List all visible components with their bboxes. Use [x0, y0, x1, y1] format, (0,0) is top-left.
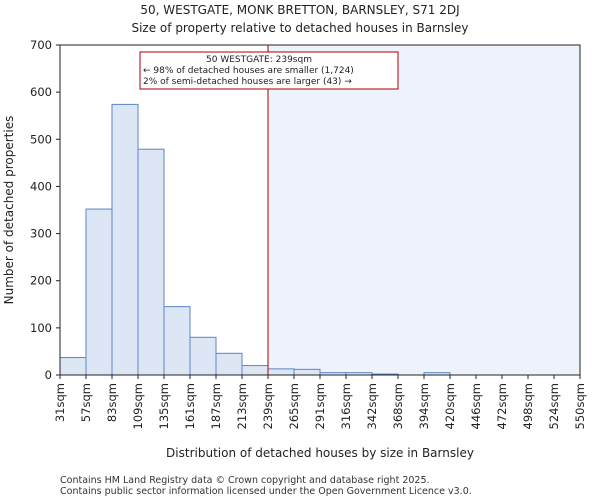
bar-265sqm — [293, 368, 321, 376]
footer-line-2: Contains public sector information licen… — [60, 486, 472, 497]
x-axis-label: Distribution of detached houses by size … — [166, 446, 474, 460]
bar-83sqm — [111, 103, 139, 376]
x-tick-label-498sqm: 498sqm — [521, 383, 535, 429]
x-tick-label-187sqm: 187sqm — [209, 383, 223, 429]
chart-subtitle: Size of property relative to detached ho… — [131, 21, 468, 35]
x-tick-label-550sqm: 550sqm — [573, 383, 587, 429]
x-tick-label-265sqm: 265sqm — [287, 383, 301, 429]
bar-213sqm — [241, 365, 269, 376]
bar-239sqm — [267, 368, 295, 376]
annotation-line-2: ← 98% of detached houses are smaller (1,… — [143, 66, 354, 76]
bar-57sqm — [85, 208, 113, 376]
y-tick-label-400: 400 — [30, 179, 52, 193]
x-tick-label-109sqm: 109sqm — [131, 383, 145, 429]
x-tick-label-394sqm: 394sqm — [417, 383, 431, 429]
x-tick-label-31sqm: 31sqm — [53, 383, 67, 422]
x-tick-label-446sqm: 446sqm — [469, 383, 483, 429]
x-tick-label-239sqm: 239sqm — [261, 383, 275, 429]
x-tick-label-135sqm: 135sqm — [157, 383, 171, 429]
plot-area: 0 100 200 300 400 500 600 700 31sqm 57sqm 83sqm 109… — [30, 38, 587, 429]
shaded-region-larger — [268, 45, 580, 375]
y-tick-label-300: 300 — [30, 227, 52, 241]
annotation-line-1: 50 WESTGATE: 239sqm — [206, 55, 312, 65]
annotation-box — [139, 51, 399, 90]
x-tick-label-161sqm: 161sqm — [183, 383, 197, 429]
footer-line-1: Contains HM Land Registry data © Crown c… — [60, 475, 430, 486]
x-tick-label-83sqm: 83sqm — [105, 383, 119, 422]
bar-161sqm — [189, 336, 217, 376]
y-tick-label-200: 200 — [30, 274, 52, 288]
y-tick-label-0: 0 — [45, 368, 52, 382]
x-tick-label-316sqm: 316sqm — [339, 383, 353, 429]
y-tick-label-100: 100 — [30, 321, 52, 335]
x-tick-label-524sqm: 524sqm — [547, 383, 561, 429]
y-tick-label-700: 700 — [30, 38, 52, 52]
x-tick-label-420sqm: 420sqm — [443, 383, 457, 429]
x-tick-label-291sqm: 291sqm — [313, 383, 327, 429]
bar-135sqm — [163, 306, 191, 376]
bar-187sqm — [215, 352, 243, 376]
x-tick-label-57sqm: 57sqm — [79, 383, 93, 422]
x-tick-label-342sqm: 342sqm — [365, 383, 379, 429]
y-axis-label: Number of detached properties — [2, 116, 16, 305]
y-tick-label-500: 500 — [30, 132, 52, 146]
x-tick-label-213sqm: 213sqm — [235, 383, 249, 429]
x-tick-label-368sqm: 368sqm — [391, 383, 405, 429]
annotation-line-3: 2% of semi-detached houses are larger (4… — [143, 77, 352, 87]
x-tick-label-472sqm: 472sqm — [495, 383, 509, 429]
chart-title: 50, WESTGATE, MONK BRETTON, BARNSLEY, S7… — [140, 3, 459, 17]
y-tick-label-600: 600 — [30, 85, 52, 99]
bar-31sqm — [59, 357, 87, 376]
bar-109sqm — [137, 148, 165, 376]
